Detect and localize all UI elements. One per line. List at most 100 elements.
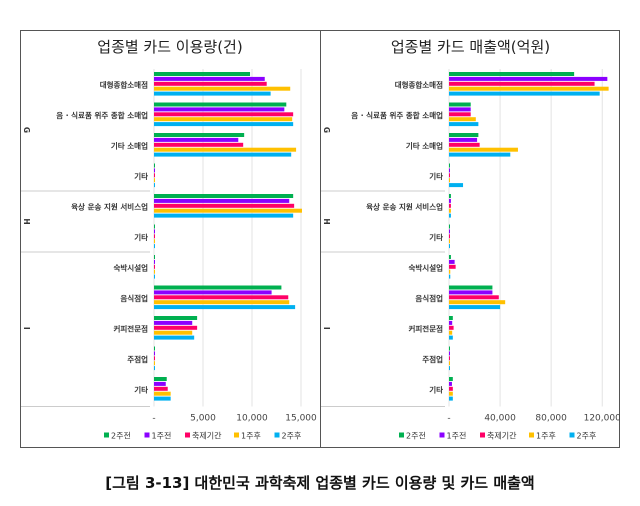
legend-swatch: [439, 432, 445, 438]
bar-축제기간: [154, 295, 289, 300]
legend-label: 2주전: [111, 431, 131, 441]
bar-축제기간: [449, 386, 453, 391]
bar-2주전: [449, 346, 450, 351]
bar-2주후: [154, 396, 171, 401]
bar-1주전: [154, 259, 155, 264]
category-label: 기타: [134, 171, 148, 181]
bar-2주전: [154, 72, 251, 76]
x-tick-label: 120,000: [584, 414, 620, 424]
bar-2주전: [449, 194, 451, 198]
bar-1주전: [154, 320, 193, 325]
bar-1주전: [449, 107, 471, 112]
bar-2주전: [449, 255, 451, 259]
bar-축제기간: [449, 112, 471, 117]
category-label: 기타 소매업: [406, 140, 443, 150]
bar-2주후: [154, 213, 294, 218]
category-label: 육상 운송 지원 서비스업: [366, 201, 443, 211]
bar-축제기간: [154, 234, 155, 239]
bar-2주전: [449, 133, 479, 137]
bar-2주후: [154, 152, 292, 157]
x-tick-label: -: [152, 414, 155, 424]
group-label: G: [22, 127, 31, 133]
bar-2주전: [154, 102, 287, 107]
category-label: 숙박시설업: [114, 262, 149, 272]
bar-1주후: [154, 178, 155, 183]
category-label: 기타: [429, 384, 443, 394]
bar-1주전: [154, 351, 155, 356]
legend-swatch: [399, 432, 404, 438]
bar-1주전: [449, 381, 452, 386]
legend-swatch: [185, 432, 190, 438]
x-tick-label: 10,000: [236, 414, 268, 424]
bar-2주후: [154, 183, 155, 188]
bar-축제기간: [449, 356, 450, 361]
bar-2주후: [449, 244, 450, 249]
x-tick-label: 15,000: [285, 414, 317, 424]
bar-1주후: [449, 239, 450, 244]
bar-1주후: [154, 361, 155, 366]
bar-1주후: [154, 330, 193, 335]
bar-2주전: [154, 224, 155, 229]
bar-2주전: [449, 102, 471, 107]
category-label: 대형종합소매점: [395, 79, 443, 89]
category-label: 음 · 식료품 위주 종합 소매업: [56, 110, 148, 120]
bar-2주후: [154, 91, 271, 96]
bar-축제기간: [449, 234, 450, 239]
group-label: I: [322, 327, 331, 330]
legend-swatch: [569, 432, 575, 438]
group-label: H: [22, 218, 31, 224]
bar-2주후: [449, 305, 501, 310]
bar-1주전: [449, 198, 451, 203]
legend-label: 2주전: [406, 431, 426, 441]
bar-2주후: [449, 366, 450, 371]
bar-1주전: [154, 198, 290, 203]
right-chart-title: 업종별 카드 매출액(억원): [390, 38, 551, 56]
bar-축제기간: [154, 325, 198, 330]
category-label: 커피전문점: [114, 323, 149, 333]
bar-2주전: [154, 133, 245, 137]
legend-swatch: [529, 432, 534, 438]
legend-label: 1주후: [536, 432, 556, 441]
bar-2주후: [449, 274, 451, 279]
bar-1주후: [449, 361, 450, 366]
bar-1주전: [154, 76, 265, 81]
bar-1주후: [154, 391, 171, 396]
bar-축제기간: [154, 173, 155, 178]
bar-1주후: [154, 300, 290, 305]
bar-1주후: [154, 269, 155, 274]
bar-2주전: [154, 377, 167, 381]
bar-2주전: [449, 377, 453, 381]
category-label: 기타: [429, 232, 443, 242]
category-label: 음식점업: [120, 293, 148, 303]
bar-2주전: [154, 163, 155, 168]
bar-2주후: [154, 335, 195, 340]
bar-1주후: [449, 86, 609, 91]
group-label: H: [322, 218, 331, 224]
category-label: 음 · 식료품 위주 종합 소매업: [351, 110, 443, 120]
legend-swatch: [480, 432, 485, 438]
x-tick-label: 5,000: [190, 414, 216, 424]
bar-축제기간: [449, 81, 595, 86]
category-label: 음식점업: [415, 293, 443, 303]
bar-1주후: [449, 330, 453, 335]
bar-1주후: [154, 86, 291, 91]
bar-1주전: [449, 259, 455, 264]
bar-1주전: [154, 107, 285, 112]
bar-1주후: [449, 208, 451, 213]
bar-1주후: [449, 269, 451, 274]
x-tick-label: -: [447, 414, 450, 424]
bar-1주전: [154, 229, 155, 234]
bar-2주후: [154, 244, 155, 249]
bar-축제기간: [449, 142, 480, 147]
bar-1주전: [449, 351, 450, 356]
bar-2주후: [449, 152, 511, 157]
legend-label: 1주전: [447, 431, 467, 441]
bar-2주전: [154, 316, 198, 320]
bar-축제기간: [449, 264, 456, 269]
category-label: 육상 운송 지원 서비스업: [71, 201, 148, 211]
bar-축제기간: [154, 264, 155, 269]
bar-축제기간: [154, 112, 294, 117]
legend-swatch: [234, 432, 239, 438]
category-label: 숙박시설업: [409, 262, 444, 272]
bar-2주후: [449, 122, 479, 127]
